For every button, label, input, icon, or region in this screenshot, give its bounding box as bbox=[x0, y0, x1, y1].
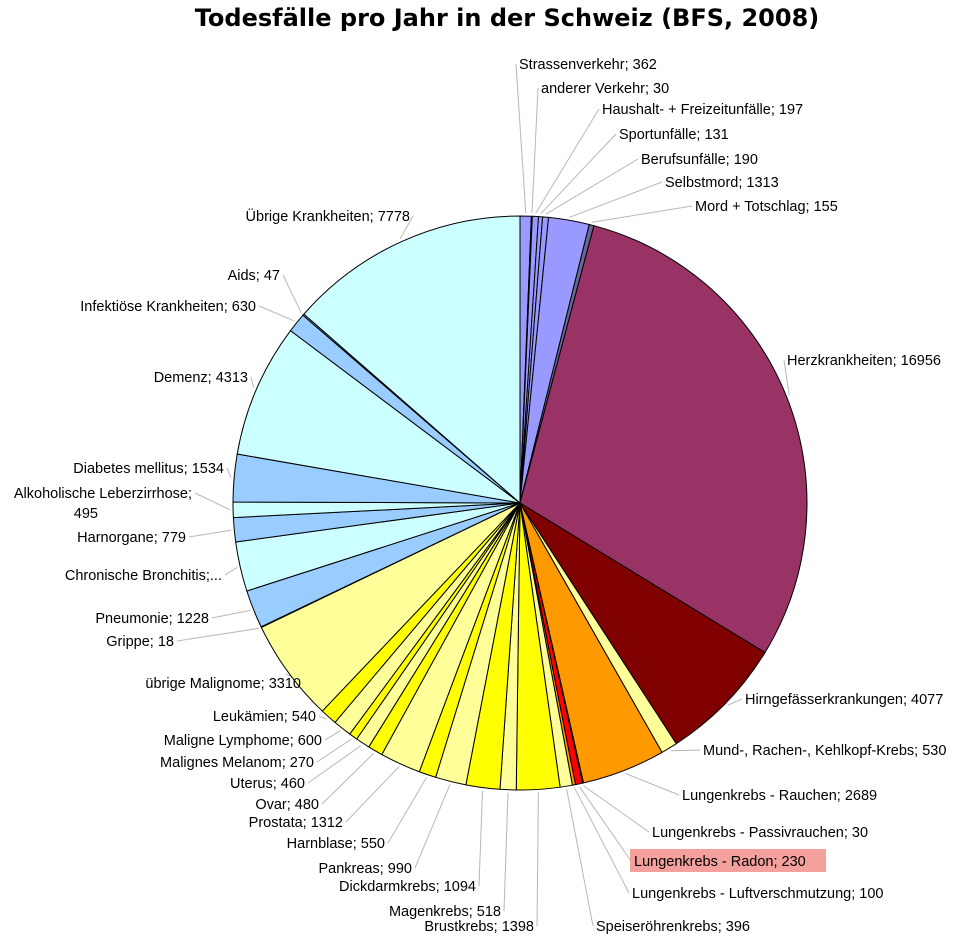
slice-label-lungenkrebs-rauchen: Lungenkrebs - Rauchen; 2689 bbox=[682, 788, 877, 804]
leader-line bbox=[531, 87, 539, 214]
slice-label-grippe: Grippe; 18 bbox=[106, 634, 174, 650]
leader-line bbox=[258, 305, 295, 322]
leader-line bbox=[545, 158, 639, 215]
leader-lines bbox=[176, 63, 790, 927]
slice-label-aids: Aids; 47 bbox=[228, 268, 280, 284]
leader-line bbox=[345, 766, 400, 823]
chart-title: Todesfälle pro Jahr in der Schweiz (BFS,… bbox=[195, 4, 820, 32]
label-highlight bbox=[630, 849, 826, 872]
slice-label-uterus: Uterus; 460 bbox=[230, 776, 305, 792]
slice-label-demenz: Demenz; 4313 bbox=[154, 370, 248, 386]
leader-line bbox=[566, 789, 594, 927]
pie-slice-herzkrankheiten bbox=[519, 225, 808, 654]
slice-label-mord-totschlag: Mord + Totschlag; 155 bbox=[695, 199, 838, 215]
leader-line bbox=[226, 467, 232, 478]
slice-label-ovar: Ovar; 480 bbox=[255, 797, 319, 813]
leader-line bbox=[307, 745, 362, 784]
slice-label-pankreas: Pankreas; 990 bbox=[318, 861, 412, 877]
slice-label-lungenkrebs-radon: Lungenkrebs - Radon; 230 bbox=[634, 854, 806, 870]
slice-label-strassenverkehr: Strassenverkehr; 362 bbox=[519, 57, 657, 73]
leader-line bbox=[624, 772, 680, 796]
slice-label-infektioese-krankheiten: Infektiöse Krankheiten; 630 bbox=[80, 299, 256, 315]
slice-label-herzkrankheiten: Herzkrankheiten; 16956 bbox=[787, 353, 941, 369]
pie-slice-demenz bbox=[236, 330, 521, 504]
slice-label-lungenkrebs-passivrauchen: Lungenkrebs - Passivrauchen; 30 bbox=[652, 825, 868, 841]
leader-line bbox=[592, 205, 693, 223]
slice-label-malignes-melanom: Malignes Melanom; 270 bbox=[160, 755, 314, 771]
slice-label-selbstmord: Selbstmord; 1313 bbox=[665, 175, 779, 191]
slice-label-pneumonie: Pneumonie; 1228 bbox=[95, 611, 209, 627]
slice-label-berufsunfaelle: Berufsunfälle; 190 bbox=[641, 152, 758, 168]
leader-line bbox=[478, 790, 483, 887]
leader-line bbox=[250, 376, 255, 389]
slice-label-uebrige-malignome: übrige Malignome; 3310 bbox=[145, 676, 301, 692]
slice-label-hirngefaesserkrankungen: Hirngefässerkrankungen; 4077 bbox=[745, 692, 943, 708]
leader-line bbox=[321, 753, 375, 805]
leader-line bbox=[176, 627, 259, 642]
slice-label-diabetes-mellitus: Diabetes mellitus; 1534 bbox=[73, 461, 224, 477]
slice-label-brustkrebs: Brustkrebs; 1398 bbox=[424, 919, 534, 935]
leader-line bbox=[579, 786, 632, 862]
slice-label-harnorgane: Harnorgane; 779 bbox=[77, 530, 186, 546]
leader-line bbox=[536, 792, 539, 927]
slice-label-prostata: Prostata; 1312 bbox=[249, 815, 343, 831]
leader-line bbox=[569, 181, 663, 218]
slice-label-harnblase: Harnblase; 550 bbox=[287, 836, 385, 852]
leader-line bbox=[727, 698, 743, 706]
leader-line bbox=[282, 274, 302, 313]
pie-slices bbox=[232, 215, 808, 791]
leader-line bbox=[515, 63, 527, 214]
leader-line bbox=[399, 215, 414, 240]
slice-label-speiseroehrenkrebs: Speiseröhrenkrebs; 396 bbox=[596, 919, 750, 935]
leader-line bbox=[783, 359, 790, 396]
slice-label-alkoholische-leberzirrhose: Alkoholische Leberzirrhose; 495 bbox=[14, 486, 192, 522]
leader-line bbox=[535, 108, 600, 214]
leader-line bbox=[583, 785, 650, 833]
slice-label-magenkrebs: Magenkrebs; 518 bbox=[389, 904, 501, 920]
slice-label-haushalt-freizeitunfaelle: Haushalt- + Freizeitunfälle; 197 bbox=[602, 102, 803, 118]
slice-label-lungenkrebs-luftverschmutzung: Lungenkrebs - Luftverschmutzung; 100 bbox=[632, 886, 883, 902]
leader-line bbox=[387, 777, 427, 844]
leader-line bbox=[224, 566, 238, 576]
leader-line bbox=[188, 529, 232, 538]
slice-label-dickdarmkrebs: Dickdarmkrebs; 1094 bbox=[339, 879, 476, 895]
leader-line bbox=[318, 715, 327, 720]
leader-line bbox=[540, 133, 617, 215]
slice-label-anderer-verkehr: anderer Verkehr; 30 bbox=[541, 81, 669, 97]
slice-label-uebrige-krankheiten: Übrige Krankheiten; 7778 bbox=[246, 207, 410, 225]
leader-line bbox=[211, 609, 251, 619]
slice-label-leukaemien: Leukämien; 540 bbox=[213, 709, 316, 725]
slice-label-sportunfaelle: Sportunfälle; 131 bbox=[619, 127, 729, 143]
slice-label-chronische-bronchitis: Chronische Bronchitis;... bbox=[65, 568, 222, 584]
slice-label-mund-rachen-kehlkopf-krebs: Mund-, Rachen-, Kehlkopf-Krebs; 530 bbox=[703, 743, 946, 759]
leader-line bbox=[194, 492, 231, 511]
leader-line bbox=[316, 738, 352, 763]
leader-line bbox=[324, 730, 341, 741]
slice-label-maligne-lymphome: Maligne Lymphome; 600 bbox=[164, 733, 322, 749]
leader-line bbox=[574, 787, 630, 894]
slice-labels: Strassenverkehr; 362 anderer Verkehr; 30 H… bbox=[14, 57, 947, 935]
leader-line bbox=[670, 749, 701, 752]
leader-line bbox=[414, 784, 451, 869]
pie-slice-hirngefaesserkrankungen bbox=[519, 502, 766, 745]
leader-line bbox=[503, 792, 509, 912]
pie-slice-uebrige-krankheiten bbox=[303, 215, 521, 504]
